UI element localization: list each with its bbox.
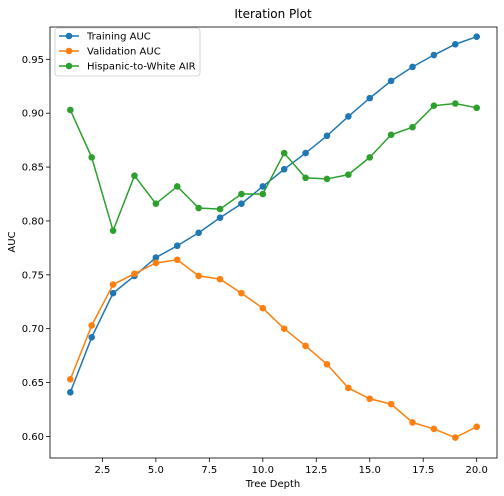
data-point-hispanic-to-white-air xyxy=(387,131,395,139)
x-axis-ticks: 2.5 5.0 7.5 10.0 12.5 15.0 17.5 20.0 xyxy=(94,458,488,476)
data-point-training-auc xyxy=(173,242,181,250)
data-point-training-auc xyxy=(195,229,202,237)
data-point-hispanic-to-white-air xyxy=(88,154,96,161)
data-point-hispanic-to-white-air xyxy=(67,106,74,114)
data-point-validation-auc xyxy=(195,272,202,280)
series-line-validation-auc xyxy=(69,258,478,439)
x-tick-label: 12.5 xyxy=(305,465,327,476)
legend-label-hispanic-to-white-air: Hispanic-to-White AIR xyxy=(87,62,196,73)
data-point-hispanic-to-white-air xyxy=(302,174,309,182)
data-point-training-auc xyxy=(67,388,74,396)
legend: Training AUC Validation AUC Hispanic-to-Wh… xyxy=(54,27,201,77)
data-point-training-auc xyxy=(451,40,459,48)
data-point-validation-auc xyxy=(88,322,96,329)
data-point-validation-auc xyxy=(67,376,74,383)
y-tick-label: 0.65 xyxy=(22,378,44,389)
y-tick-label: 0.70 xyxy=(22,324,44,335)
x-tick-label: 10.0 xyxy=(252,465,274,476)
x-tick-label: 17.5 xyxy=(412,465,434,476)
data-point-validation-auc xyxy=(131,270,138,278)
data-point-hispanic-to-white-air xyxy=(409,123,416,131)
data-point-validation-auc xyxy=(323,360,331,368)
data-point-validation-auc xyxy=(109,281,117,288)
data-point-training-auc xyxy=(280,165,288,173)
data-point-training-auc xyxy=(259,183,267,190)
data-point-validation-auc xyxy=(173,256,181,264)
data-point-hispanic-to-white-air xyxy=(195,204,202,212)
legend-box xyxy=(54,27,201,77)
data-point-training-auc xyxy=(238,200,245,208)
data-point-hispanic-to-white-air xyxy=(152,200,160,208)
data-point-validation-auc xyxy=(280,325,288,333)
data-point-hispanic-to-white-air xyxy=(366,154,374,161)
data-point-hispanic-to-white-air xyxy=(173,183,181,190)
data-point-hispanic-to-white-air xyxy=(280,149,288,157)
data-point-validation-auc xyxy=(451,434,459,441)
x-tick-label: 20.0 xyxy=(466,465,488,476)
x-axis-label: Tree Depth xyxy=(245,479,300,490)
data-point-training-auc xyxy=(345,113,352,120)
data-point-validation-auc xyxy=(238,289,245,297)
x-tick-label: 7.5 xyxy=(201,465,217,476)
data-point-validation-auc xyxy=(366,395,374,403)
plot-area-frame xyxy=(49,26,498,459)
data-point-validation-auc xyxy=(259,304,267,312)
x-tick-label: 5.0 xyxy=(148,465,164,476)
data-point-training-auc xyxy=(366,94,374,102)
data-point-validation-auc xyxy=(387,400,395,408)
data-point-validation-auc xyxy=(473,423,480,431)
x-tick-label: 15.0 xyxy=(359,465,381,476)
data-point-hispanic-to-white-air xyxy=(131,172,138,179)
legend-label-training-auc: Training AUC xyxy=(86,32,151,43)
data-point-validation-auc xyxy=(302,342,309,350)
data-point-hispanic-to-white-air xyxy=(259,190,267,198)
y-tick-label: 0.80 xyxy=(22,216,44,227)
data-point-hispanic-to-white-air xyxy=(473,104,480,112)
series-layer xyxy=(67,33,480,441)
y-tick-label: 0.60 xyxy=(22,432,44,443)
data-point-training-auc xyxy=(152,254,160,261)
data-point-training-auc xyxy=(88,334,96,341)
data-point-hispanic-to-white-air xyxy=(238,190,245,198)
y-axis-ticks: 0.60 0.65 0.70 0.75 0.80 0.85 0.90 0.95 xyxy=(22,55,50,443)
y-tick-label: 0.90 xyxy=(22,109,44,120)
data-point-training-auc xyxy=(409,63,416,71)
data-point-hispanic-to-white-air xyxy=(345,171,352,178)
y-tick-label: 0.95 xyxy=(22,55,44,66)
series-line-training-auc xyxy=(69,35,477,393)
legend-swatch-marker-validation-auc xyxy=(65,47,73,55)
legend-swatch-marker-training-auc xyxy=(65,32,73,40)
x-tick-label: 2.5 xyxy=(94,465,110,476)
series-line-hispanic-to-white-air xyxy=(69,102,477,233)
data-point-hispanic-to-white-air xyxy=(430,102,438,109)
legend-swatch-marker-hispanic-to-white-air xyxy=(65,62,73,70)
data-point-validation-auc xyxy=(152,259,160,267)
data-point-training-auc xyxy=(109,289,117,297)
data-point-training-auc xyxy=(216,214,224,222)
data-point-hispanic-to-white-air xyxy=(451,100,459,107)
data-point-hispanic-to-white-air xyxy=(216,205,224,213)
y-tick-label: 0.75 xyxy=(22,270,44,281)
legend-label-validation-auc: Validation AUC xyxy=(87,47,161,58)
data-point-training-auc xyxy=(323,132,331,140)
data-point-training-auc xyxy=(430,51,438,59)
data-point-training-auc xyxy=(302,149,309,157)
data-point-validation-auc xyxy=(216,275,224,283)
y-axis-label: AUC xyxy=(7,231,18,252)
data-point-training-auc xyxy=(387,77,395,85)
data-point-hispanic-to-white-air xyxy=(109,227,117,234)
data-point-validation-auc xyxy=(409,419,416,426)
data-point-training-auc xyxy=(473,33,480,40)
chart-title: Iteration Plot xyxy=(234,7,312,21)
data-point-validation-auc xyxy=(345,384,352,392)
y-tick-label: 0.85 xyxy=(22,163,44,174)
data-point-validation-auc xyxy=(430,425,438,433)
data-point-hispanic-to-white-air xyxy=(323,175,331,183)
